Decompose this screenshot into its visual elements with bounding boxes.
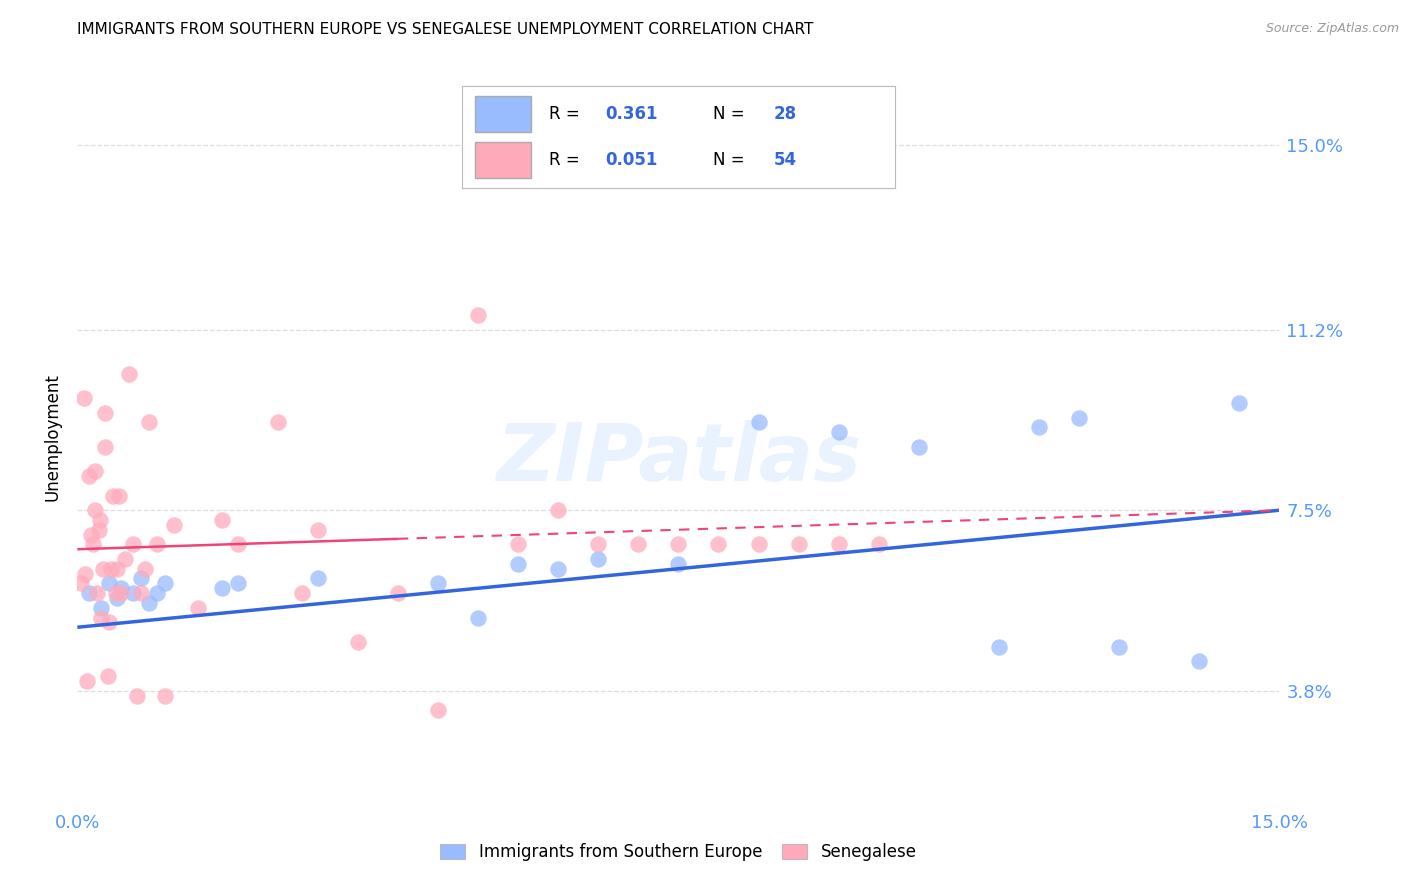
Point	[91, 562, 114, 576]
Point	[104, 586, 127, 600]
Point	[108, 489, 131, 503]
Point	[97, 669, 120, 683]
Point	[70, 576, 93, 591]
Point	[787, 537, 810, 551]
Point	[138, 596, 160, 610]
Point	[73, 391, 96, 405]
Point	[90, 600, 112, 615]
Point	[1108, 640, 1130, 654]
Point	[103, 489, 125, 503]
Point	[187, 600, 209, 615]
Point	[547, 503, 569, 517]
Point	[89, 513, 111, 527]
Point	[547, 562, 569, 576]
Point	[508, 537, 530, 551]
Point	[94, 440, 117, 454]
Point	[100, 562, 122, 576]
Point	[86, 586, 108, 600]
Point	[828, 425, 851, 440]
Point	[748, 537, 770, 551]
Point	[79, 586, 101, 600]
Text: Source: ZipAtlas.com: Source: ZipAtlas.com	[1265, 22, 1399, 36]
Point	[155, 576, 177, 591]
Point	[668, 537, 690, 551]
Point	[588, 537, 610, 551]
Point	[138, 416, 160, 430]
Point	[828, 537, 851, 551]
Point	[1229, 396, 1251, 410]
Point	[114, 552, 136, 566]
Point	[90, 610, 112, 624]
Point	[84, 464, 107, 478]
Point	[627, 537, 650, 551]
Point	[94, 406, 117, 420]
Point	[211, 513, 233, 527]
Point	[1188, 654, 1211, 668]
Point	[588, 552, 610, 566]
Point	[98, 576, 121, 591]
Point	[146, 586, 169, 600]
Point	[908, 440, 931, 454]
Point	[98, 615, 121, 630]
Point	[107, 591, 129, 605]
Text: ZIPatlas: ZIPatlas	[496, 420, 860, 498]
Legend: Immigrants from Southern Europe, Senegalese: Immigrants from Southern Europe, Senegal…	[433, 837, 924, 868]
Point	[1069, 410, 1091, 425]
Point	[122, 586, 145, 600]
Point	[748, 416, 770, 430]
Point	[267, 416, 290, 430]
Point	[118, 367, 141, 381]
Point	[79, 469, 101, 483]
Point	[162, 517, 184, 532]
Point	[82, 537, 104, 551]
Point	[76, 673, 98, 688]
Point	[226, 537, 249, 551]
Point	[127, 689, 149, 703]
Point	[84, 503, 107, 517]
Point	[110, 581, 132, 595]
Point	[508, 557, 530, 571]
Point	[707, 537, 730, 551]
Point	[387, 586, 409, 600]
Point	[146, 537, 169, 551]
Text: IMMIGRANTS FROM SOUTHERN EUROPE VS SENEGALESE UNEMPLOYMENT CORRELATION CHART: IMMIGRANTS FROM SOUTHERN EUROPE VS SENEG…	[77, 22, 814, 37]
Point	[668, 557, 690, 571]
Point	[427, 576, 450, 591]
Point	[131, 586, 153, 600]
Point	[427, 703, 450, 717]
Point	[107, 562, 129, 576]
Point	[307, 523, 329, 537]
Point	[988, 640, 1011, 654]
Point	[1028, 420, 1050, 434]
Point	[307, 572, 329, 586]
Point	[226, 576, 249, 591]
Point	[131, 572, 153, 586]
Point	[110, 586, 132, 600]
Point	[122, 537, 145, 551]
Point	[291, 586, 314, 600]
Point	[134, 562, 156, 576]
Point	[868, 537, 890, 551]
Point	[87, 523, 110, 537]
Point	[211, 581, 233, 595]
Y-axis label: Unemployment: Unemployment	[44, 373, 62, 501]
Point	[467, 610, 489, 624]
Point	[347, 635, 370, 649]
Point	[155, 689, 177, 703]
Point	[467, 308, 489, 322]
Point	[75, 566, 97, 581]
Point	[80, 527, 103, 541]
